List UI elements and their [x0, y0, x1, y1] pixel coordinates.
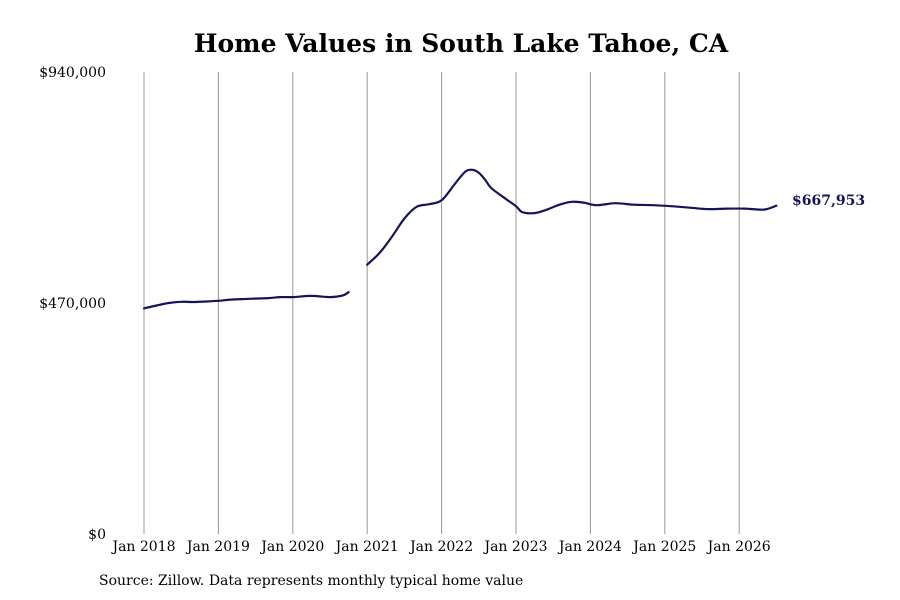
y-tick-label: $470,000	[39, 296, 106, 312]
x-tick-label: Jan 2023	[482, 539, 547, 555]
y-axis-ticks: $0 $470,000 $940,000	[39, 65, 106, 543]
x-tick-label: Jan 2024	[557, 539, 622, 555]
x-tick-label: Jan 2026	[706, 539, 771, 555]
chart-title: Home Values in South Lake Tahoe, CA	[194, 29, 729, 58]
x-tick-label: Jan 2021	[334, 539, 399, 555]
source-note: Source: Zillow. Data represents monthly …	[99, 573, 524, 589]
x-tick-label: Jan 2020	[259, 539, 324, 555]
y-tick-label: $0	[88, 527, 106, 543]
end-value-label: $667,953	[792, 193, 865, 209]
y-tick-label: $940,000	[39, 65, 106, 81]
grid-lines	[143, 72, 740, 534]
x-axis-ticks: Jan 2018 Jan 2019 Jan 2020 Jan 2021 Jan 2022…	[110, 539, 770, 555]
x-tick-label: Jan 2018	[110, 539, 175, 555]
x-tick-label: Jan 2019	[185, 539, 250, 555]
series-line-segment-0	[142, 291, 350, 310]
series-line-group	[142, 168, 778, 310]
x-tick-label: Jan 2022	[408, 539, 473, 555]
x-tick-label: Jan 2025	[631, 539, 696, 555]
series-line-segment-1	[366, 168, 778, 266]
